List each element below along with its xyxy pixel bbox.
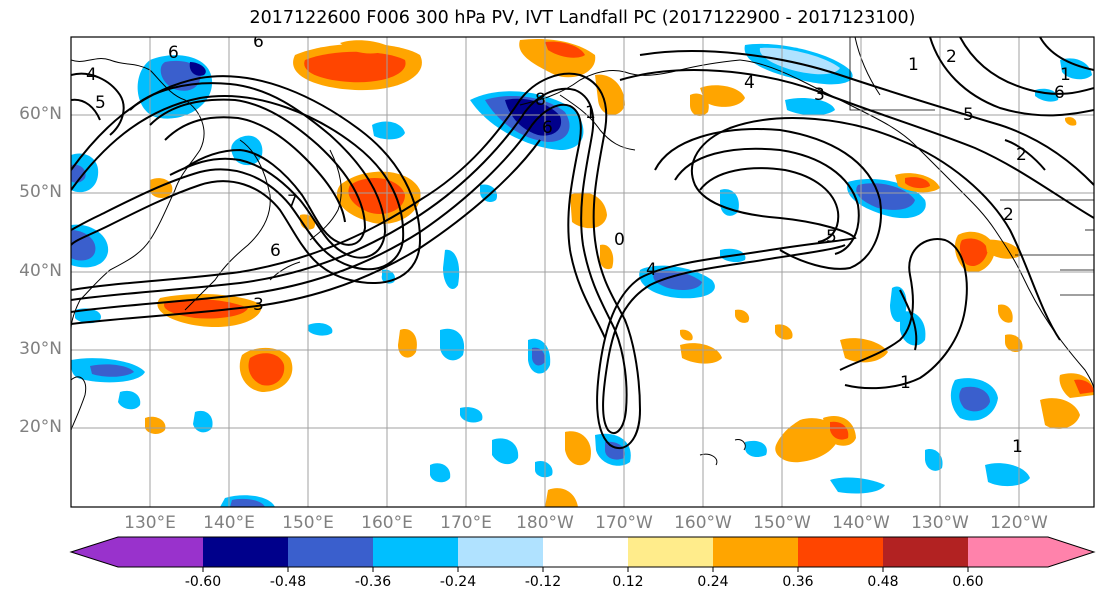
pv-contour-label: 5: [95, 93, 106, 113]
colorbar-segment: [968, 537, 1048, 567]
colorbar-tick-label: -0.36: [354, 574, 392, 590]
colorbar-tick-label: -0.12: [524, 574, 562, 590]
lon-label-130w: 130°W: [911, 513, 969, 533]
pv-contour-label: 2: [1016, 145, 1027, 165]
pv-contour-label: 6: [270, 241, 281, 261]
colorbar-min-extend: [71, 537, 118, 567]
pv-contour-label: 6: [1054, 83, 1065, 103]
pv-contour-label: 1: [1060, 65, 1071, 85]
colorbar-segment: [883, 537, 968, 567]
colorbar-segment: [543, 537, 628, 567]
lon-label-150e: 150°E: [282, 513, 334, 533]
lon-label-140w: 140°W: [832, 513, 890, 533]
pv-contour-label: 3: [253, 295, 264, 315]
pv-contour-label: 0: [614, 230, 625, 250]
lat-label-40n: 40°N: [19, 261, 62, 281]
colorbar-segment: [798, 537, 883, 567]
colorbar-tick-label: 0.48: [867, 574, 899, 590]
pv-contour-label: 6: [168, 43, 179, 63]
pv-contour-label: 1: [900, 373, 911, 393]
colorbar-outline: [69, 536, 1096, 568]
colorbar-tick-label: -0.60: [184, 574, 222, 590]
lon-label-140e: 140°E: [203, 513, 255, 533]
lon-label-160w: 160°W: [674, 513, 732, 533]
lon-label-180w: 180°W: [516, 513, 574, 533]
colorbar-tick-label: 0.12: [612, 574, 644, 590]
lat-label-20n: 20°N: [19, 417, 62, 437]
colorbar-tick-label: 0.60: [952, 574, 984, 590]
lat-label-30n: 30°N: [19, 339, 62, 359]
pv-contour-label: 1: [1012, 437, 1023, 457]
pv-contour-label: 5: [826, 227, 837, 247]
lon-label-130e: 130°E: [124, 513, 176, 533]
pv-contour-label: 7: [287, 192, 298, 212]
pv-contour-label: 5: [963, 105, 974, 125]
pv-contour-label: 2: [946, 47, 957, 67]
pv-contour-label: 4: [646, 260, 657, 280]
colorbar: [69, 536, 1096, 572]
colorbar-segment: [713, 537, 798, 567]
colorbar-tick-label: -0.48: [269, 574, 307, 590]
lat-label-50n: 50°N: [19, 182, 62, 202]
colorbar-tick-label: 0.36: [782, 574, 814, 590]
pv-contour-label: 1: [585, 103, 596, 123]
colorbar-segment: [288, 537, 373, 567]
coastlines: [71, 37, 1094, 466]
pv-contour-label: 6: [542, 118, 553, 138]
colorbar-tick-label: -0.24: [439, 574, 477, 590]
political-borders: [849, 37, 1094, 296]
colorbar-segment: [628, 537, 713, 567]
colorbar-segment: [373, 537, 458, 567]
colorbar-segment: [203, 537, 288, 567]
graticule: [71, 37, 1094, 507]
lon-label-170e: 170°E: [440, 513, 492, 533]
pv-contour-label: 1: [908, 55, 919, 75]
colorbar-max-extend: [1048, 537, 1094, 567]
pv-contour-label: 4: [744, 73, 755, 93]
lat-label-60n: 60°N: [19, 104, 62, 124]
pv-contour-label: 6: [253, 32, 264, 52]
colorbar-segment: [458, 537, 543, 567]
lon-label-150w: 150°W: [753, 513, 811, 533]
lon-label-160e: 160°E: [361, 513, 413, 533]
pv-contours: [71, 37, 1094, 450]
pv-contour-label: 8: [535, 90, 546, 110]
map-title: 2017122600 F006 300 hPa PV, IVT Landfall…: [249, 8, 916, 28]
pv-contour-labels: 6 4 5 6 7 6 3 8 6 1 0 4 5 4 3 1 1 2 5 6 …: [86, 32, 1071, 457]
pv-contour-label: 3: [814, 85, 825, 105]
colorbar-tick-label: 0.24: [697, 574, 729, 590]
pv-contour-label: 2: [1003, 205, 1014, 225]
colorbar-segment: [118, 537, 203, 567]
lon-label-170w: 170°W: [595, 513, 653, 533]
pv-contour-label: 4: [86, 65, 97, 85]
lon-label-120w: 120°W: [990, 513, 1048, 533]
map-border: [70, 36, 1095, 508]
